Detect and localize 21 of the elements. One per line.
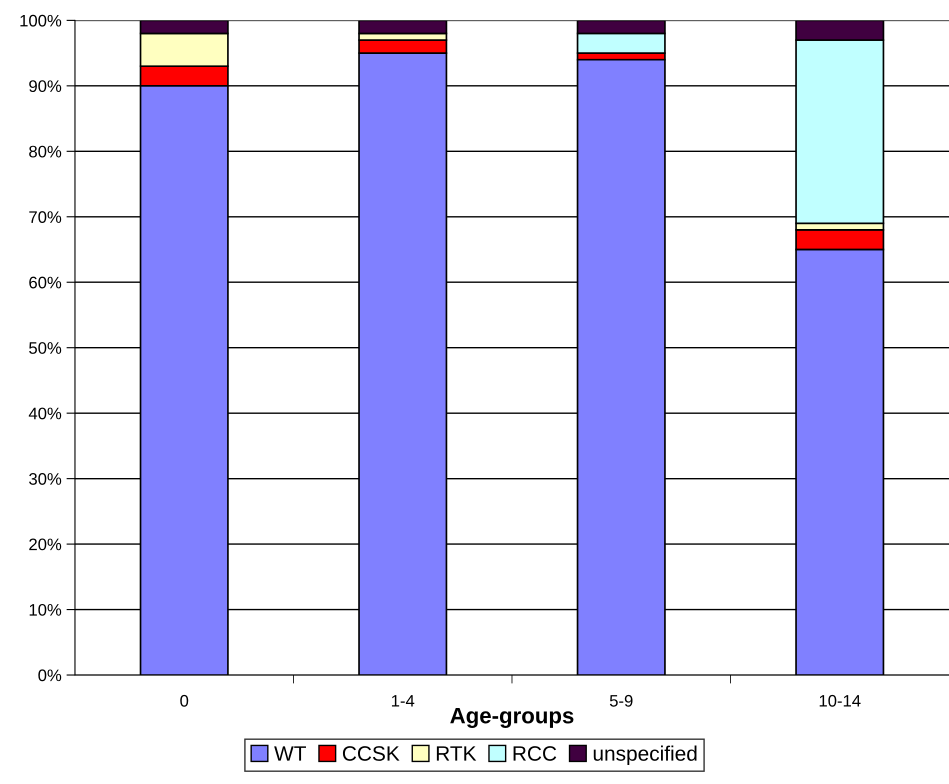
x-tick-label: 10-14 [820,694,861,707]
x-tick-label: 1-4 [392,695,414,707]
x-tick-label: 0 [180,694,188,707]
y-tick-label: 50% [29,342,62,354]
legend-label: unspecified [594,746,697,765]
y-tick-label: 40% [28,408,62,420]
x-tick-label: 5-9 [610,694,632,707]
x-axis-title: Age-groups [450,708,574,728]
legend-label: RCC [514,746,556,761]
y-tick-label: 30% [29,473,62,485]
y-tick-label: 0% [38,669,62,682]
y-tick-label: 20% [29,538,62,550]
y-tick-label: 10% [30,604,62,616]
legend-label: WT [274,746,306,761]
y-tick-label: 80% [29,146,62,158]
y-tick-label: 100% [20,14,62,27]
legend-label: RTK [436,746,476,761]
y-tick-label: 90% [29,80,62,92]
y-tick-label: 70% [29,211,62,223]
legend-label: CCSK [342,746,400,761]
y-tick-label: 60% [29,276,62,288]
